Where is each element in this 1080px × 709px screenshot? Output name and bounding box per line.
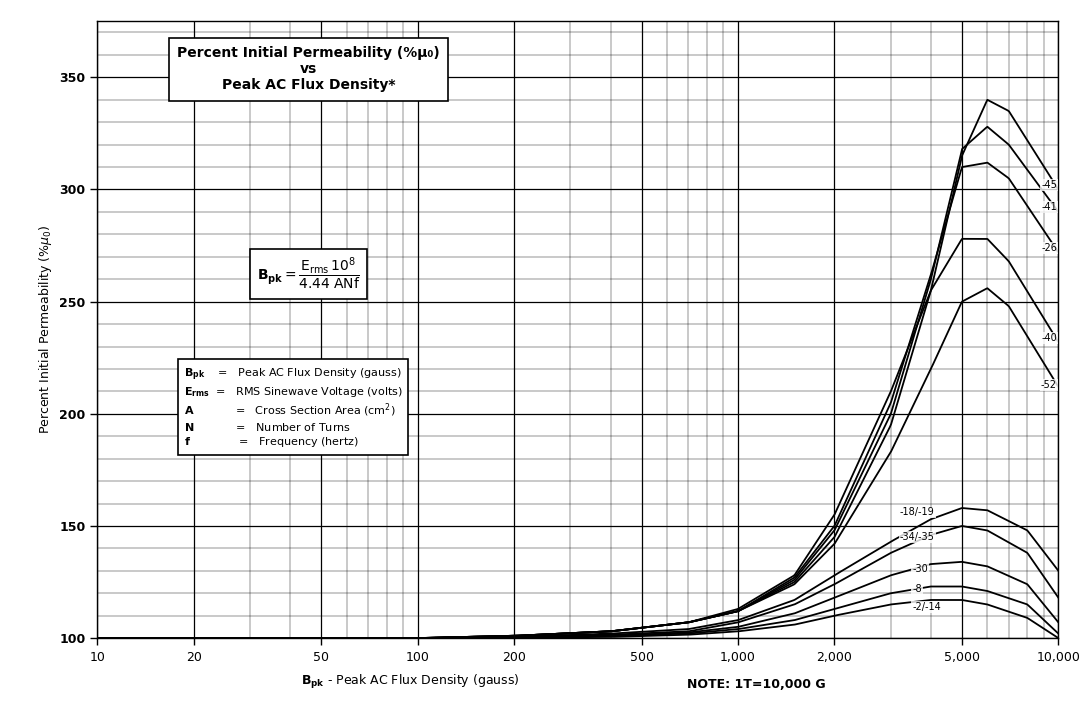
Text: Percent Initial Permeability (%μ₀)
vs
Peak AC Flux Density*: Percent Initial Permeability (%μ₀) vs Pe… [177,46,440,92]
Text: -26: -26 [1041,242,1057,253]
Text: NOTE: 1T=10,000 G: NOTE: 1T=10,000 G [687,679,825,691]
Text: $\mathbf{B}_{\mathbf{pk}} = \dfrac{\mathrm{E}_{\mathrm{rms}}\,10^{8}}{4.44\;\mat: $\mathbf{B}_{\mathbf{pk}} = \dfrac{\math… [257,256,361,292]
Text: -30: -30 [913,564,928,574]
Text: -2/-14: -2/-14 [913,602,941,612]
Text: $\mathbf{B_{pk}}$    =   Peak AC Flux Density (gauss)
$\mathbf{E_{rms}}$  =   RM: $\mathbf{B_{pk}}$ = Peak AC Flux Density… [184,367,403,450]
Text: -45: -45 [1041,180,1057,190]
Text: -8: -8 [913,584,922,593]
Text: -40: -40 [1041,333,1057,342]
Text: -34/-35: -34/-35 [900,532,934,542]
Text: $\mathbf{B_{pk}}$ - Peak AC Flux Density (gauss): $\mathbf{B_{pk}}$ - Peak AC Flux Density… [301,674,519,691]
Text: -52: -52 [1041,379,1057,390]
Y-axis label: Percent Initial Permeability (%$\mu_0$): Percent Initial Permeability (%$\mu_0$) [37,225,54,435]
Text: -41: -41 [1041,203,1057,213]
Text: -18/-19: -18/-19 [900,508,934,518]
